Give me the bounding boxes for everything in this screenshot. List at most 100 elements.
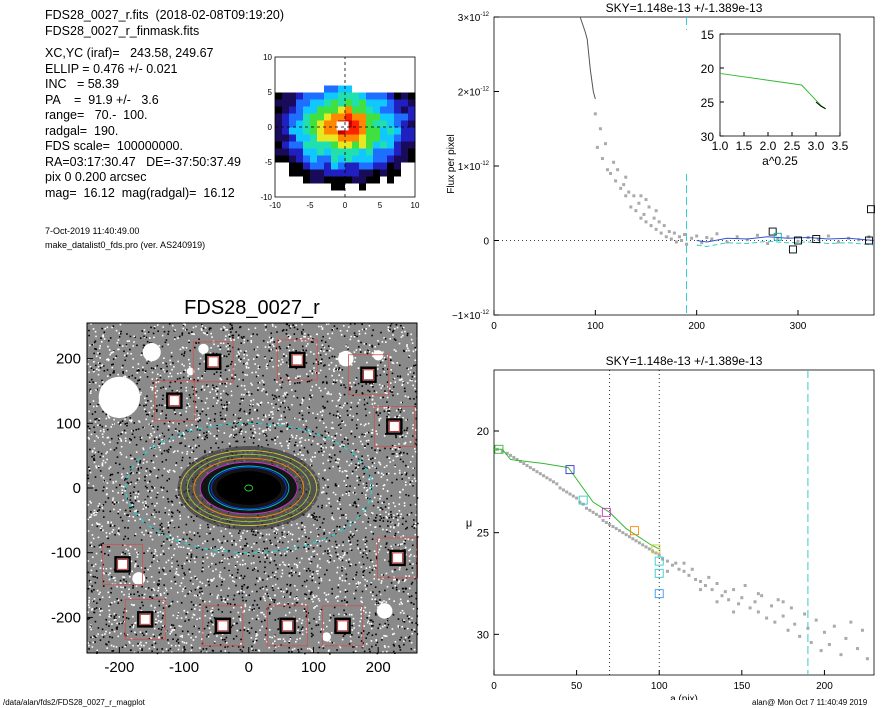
noise-pixel	[186, 559, 188, 562]
noise-pixel	[137, 553, 139, 556]
noise-pixel	[401, 473, 403, 476]
noise-pixel	[162, 394, 164, 397]
noise-pixel	[217, 594, 220, 597]
heat-cell	[331, 57, 339, 65]
noise-pixel	[272, 337, 274, 340]
noise-pixel	[411, 629, 413, 631]
heat-cell	[296, 99, 304, 107]
noise-pixel	[356, 585, 359, 588]
noise-pixel	[382, 528, 384, 531]
noise-pixel	[96, 511, 99, 513]
noise-pixel	[189, 456, 191, 459]
noise-pixel	[170, 631, 173, 633]
noise-pixel	[184, 329, 187, 331]
noise-pixel	[207, 633, 210, 636]
noise-pixel	[189, 531, 191, 533]
heat-cell	[310, 127, 318, 135]
noise-pixel	[122, 620, 125, 623]
noise-pixel	[153, 581, 155, 584]
noise-pixel	[400, 536, 402, 539]
noise-pixel	[200, 377, 203, 380]
noise-pixel	[399, 598, 402, 601]
noise-pixel	[194, 401, 197, 403]
noise-pixel	[346, 402, 348, 405]
noise-pixel	[103, 331, 106, 334]
noise-pixel	[342, 325, 345, 327]
noise-pixel	[413, 527, 416, 529]
noise-pixel	[168, 539, 171, 541]
noise-pixel	[224, 601, 227, 603]
noise-pixel	[245, 600, 247, 602]
noise-pixel	[123, 479, 126, 481]
noise-pixel	[108, 549, 111, 552]
noise-pixel	[128, 588, 130, 591]
noise-pixel	[195, 446, 198, 449]
noise-pixel	[249, 403, 252, 406]
noise-pixel	[268, 613, 271, 615]
noise-pixel	[396, 326, 399, 329]
noise-pixel	[222, 342, 225, 345]
noise-pixel	[308, 597, 310, 600]
noise-pixel	[412, 350, 415, 353]
noise-pixel	[364, 578, 366, 581]
noise-pixel	[184, 574, 186, 576]
noise-pixel	[168, 440, 171, 443]
noise-pixel	[97, 451, 100, 453]
noise-pixel	[169, 647, 172, 650]
noise-pixel	[167, 471, 170, 473]
noise-pixel	[289, 344, 291, 346]
noise-pixel	[391, 390, 393, 392]
heat-cell	[366, 155, 374, 163]
noise-pixel	[282, 395, 285, 397]
noise-pixel	[117, 511, 120, 513]
noise-pixel	[202, 408, 204, 411]
noise-pixel	[178, 542, 180, 544]
noise-pixel	[370, 623, 373, 625]
noise-pixel	[324, 469, 326, 471]
heat-cell	[289, 155, 297, 163]
noise-pixel	[146, 580, 149, 583]
noise-pixel	[314, 605, 316, 608]
noise-pixel	[105, 358, 108, 361]
noise-pixel	[250, 341, 253, 344]
noise-pixel	[369, 559, 372, 562]
noise-pixel	[387, 513, 390, 515]
noise-pixel	[120, 632, 122, 635]
noise-pixel	[355, 463, 357, 466]
noise-pixel	[301, 524, 304, 527]
noise-pixel	[137, 510, 139, 513]
noise-pixel	[173, 450, 176, 452]
noise-pixel	[207, 621, 210, 624]
noise-pixel	[259, 403, 261, 406]
noise-pixel	[167, 639, 169, 641]
noise-pixel	[221, 542, 223, 544]
noise-pixel	[365, 567, 368, 570]
noise-pixel	[361, 392, 364, 394]
noise-pixel	[375, 603, 378, 605]
noise-pixel	[255, 371, 257, 374]
noise-pixel	[162, 527, 165, 530]
noise-pixel	[382, 368, 384, 370]
noise-pixel	[332, 641, 335, 644]
noise-pixel	[139, 404, 141, 407]
noise-pixel	[404, 627, 406, 630]
noise-pixel	[158, 418, 161, 421]
noise-pixel	[401, 609, 404, 612]
noise-pixel	[93, 454, 95, 457]
noise-pixel	[265, 585, 268, 588]
heat-cell	[394, 169, 402, 177]
noise-pixel	[257, 387, 260, 389]
noise-pixel	[312, 430, 314, 433]
heat-cell	[282, 162, 290, 170]
noise-pixel	[164, 507, 167, 509]
heat-cell	[352, 190, 360, 198]
noise-pixel	[101, 383, 104, 386]
noise-pixel	[252, 649, 254, 651]
noise-pixel	[150, 407, 153, 409]
noise-pixel	[155, 531, 158, 534]
noise-pixel	[211, 562, 213, 565]
noise-pixel	[228, 353, 230, 356]
noise-pixel	[126, 501, 128, 504]
heat-cell	[296, 155, 304, 163]
noise-pixel	[197, 377, 200, 379]
